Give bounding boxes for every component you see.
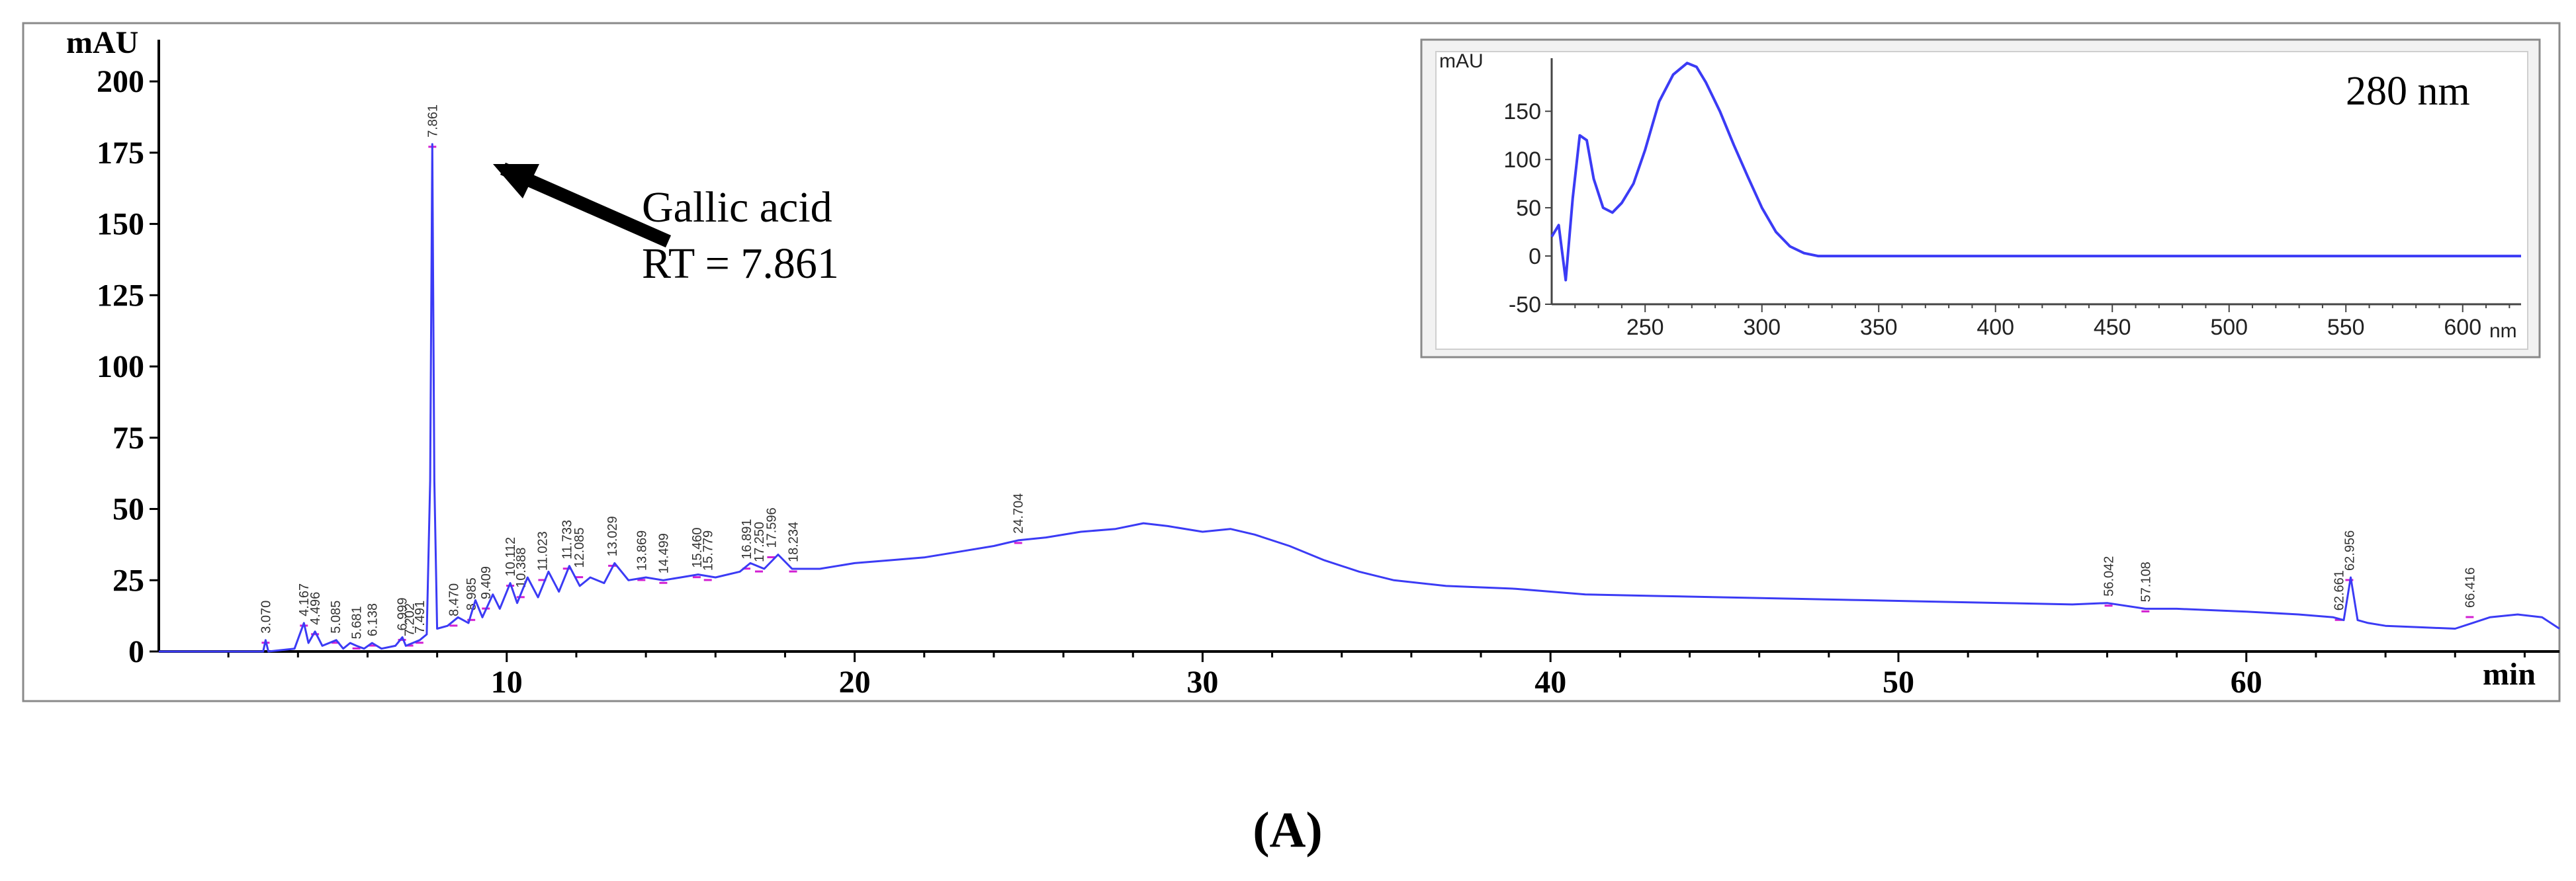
y-tick-label: 125 (97, 278, 144, 313)
inset-x-tick-label: 450 (2094, 315, 2131, 340)
peak-label: 7.861 (425, 105, 440, 138)
peak-label: 24.704 (1012, 493, 1026, 534)
main-series (159, 143, 2560, 653)
annotation-line-1: Gallic acid (642, 183, 832, 231)
y-tick-label: 150 (97, 207, 144, 242)
main-series-line (159, 143, 2560, 653)
peak-label: 6.138 (365, 603, 380, 636)
figure-label: (A) (1253, 802, 1323, 858)
inset-x-tick-label: 500 (2210, 315, 2248, 340)
peak-label: 4.167 (297, 583, 312, 616)
inset-y-tick-label: 50 (1516, 196, 1541, 221)
x-tick-label: 20 (839, 665, 871, 700)
x-axis-unit: min (2483, 657, 2536, 692)
peak-label: 15.460 (690, 527, 705, 567)
x-tick-label: 40 (1534, 665, 1566, 700)
peak-label: 16.891 (740, 519, 754, 560)
inset-x-tick-label: 400 (1976, 315, 2014, 340)
inset-y-tick-label: 150 (1503, 99, 1541, 124)
peak-label: 57.108 (2139, 562, 2153, 602)
peak-label: 15.779 (701, 530, 716, 571)
peak-label: 9.409 (479, 566, 494, 599)
inset-y-tick-label: 0 (1529, 244, 1541, 269)
inset-y-unit: mAU (1439, 50, 1484, 72)
peak-label: 13.029 (605, 516, 620, 556)
inset-x-tick-label: 300 (1743, 315, 1781, 340)
inset-axes (1550, 58, 2521, 306)
peak-label: 6.999 (396, 597, 410, 630)
peak-label: 14.499 (656, 533, 671, 573)
x-tick-label: 60 (2231, 665, 2262, 700)
inset-y-tick-label: -50 (1509, 292, 1541, 317)
peak-label: 7.202 (403, 603, 418, 636)
peak-label: 62.956 (2342, 530, 2357, 571)
peak-label: 12.085 (572, 527, 587, 567)
peak-label: 5.681 (350, 606, 365, 639)
peak-label: 17.250 (752, 522, 767, 562)
inset-x-tick-label: 350 (1860, 315, 1898, 340)
peak-label: 7.491 (413, 601, 427, 634)
y-tick-label: 50 (112, 492, 144, 527)
inset-x-tick-label: 600 (2444, 315, 2481, 340)
peak-label: 10.112 (504, 537, 518, 577)
peak-label: 3.070 (259, 601, 273, 634)
y-tick-label: 175 (97, 136, 144, 171)
inset-x-tick-label: 550 (2327, 315, 2365, 340)
peak-label: 56.042 (2102, 556, 2117, 597)
annotation-line-2: RT = 7.861 (642, 239, 839, 288)
x-tick-label: 10 (491, 665, 523, 700)
y-tick-label: 25 (112, 563, 144, 598)
inset-series-line (1550, 62, 2521, 282)
peak-label: 5.085 (329, 601, 343, 634)
x-tick-label: 50 (1883, 665, 1914, 700)
inset-x-unit: nm (2489, 320, 2517, 342)
inset-ticks: -50 0 50 100 150 250 300 350 400 450 500 550 600 (1503, 99, 2510, 340)
inset-y-tick-label: 100 (1503, 147, 1541, 173)
y-axis-unit: mAU (66, 25, 138, 60)
peak-label: 4.496 (308, 592, 323, 625)
peak-label: 18.234 (787, 522, 801, 562)
annotation-arrow-head (493, 164, 539, 198)
main-axes (157, 40, 2559, 653)
y-tick-label: 75 (112, 421, 144, 456)
peak-label: 11.733 (560, 520, 575, 560)
peak-label: 17.596 (764, 507, 779, 548)
peak-label: 10.388 (514, 548, 529, 588)
y-tick-label: 0 (128, 634, 144, 669)
y-tick-label: 200 (97, 64, 144, 99)
peak-label: 13.869 (635, 530, 649, 571)
inset-title: 280 nm (2346, 69, 2470, 114)
peak-label: 11.023 (535, 531, 550, 571)
main-ticks: 0 25 50 75 100 125 150 175 200 10 20 30 40 50 60 (97, 64, 2526, 700)
peak-label: 8.470 (447, 583, 461, 616)
inset-x-tick-label: 250 (1626, 315, 1664, 340)
peak-label: 66.416 (2463, 567, 2477, 608)
inset-inner (1435, 51, 2528, 350)
peak-label: 62.661 (2332, 570, 2347, 610)
inset-series (1550, 62, 2521, 282)
x-tick-label: 30 (1186, 665, 1218, 700)
y-tick-label: 100 (97, 349, 144, 384)
